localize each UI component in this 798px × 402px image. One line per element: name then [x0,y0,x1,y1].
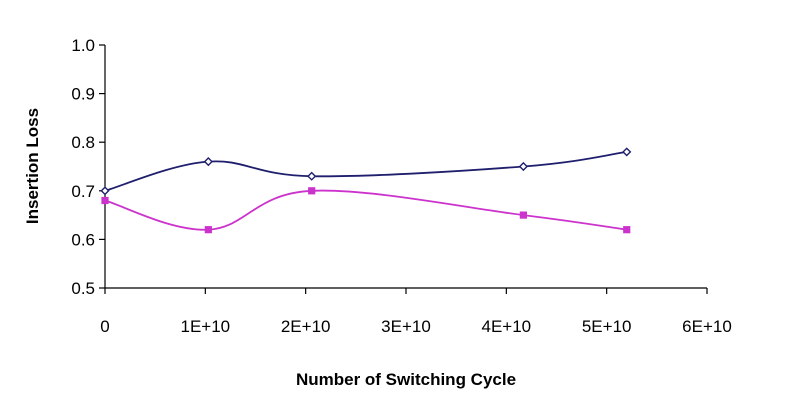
chart-ticks: 0.5 0.6 0.7 0.8 0.9 1.0 0 1E+10 2E+10 3E+10 4E+10 5… [71,36,731,336]
x-tick-label: 5E+10 [582,317,632,336]
x-tick-label: 0 [100,317,109,336]
data-point [100,186,110,196]
series-line-1 [104,151,627,192]
x-axis-title: Number of Switching Cycle [296,370,516,389]
x-tick-label: 1E+10 [181,317,231,336]
data-point [307,171,317,181]
chart-series [100,147,632,234]
y-tick-label: 0.9 [71,85,95,104]
y-tick-label: 0.8 [71,133,95,152]
data-point [622,147,632,157]
y-tick-label: 1.0 [71,36,95,55]
x-tick-label: 2E+10 [281,317,331,336]
data-point [518,161,528,172]
y-tick-label: 0.7 [71,182,95,201]
data-point [623,226,631,234]
data-point [101,196,109,205]
y-axis-title: Insertion Loss [23,108,42,224]
chart-axes [104,45,707,289]
data-point [519,211,527,219]
x-tick-label: 4E+10 [482,317,532,336]
x-tick-label: 6E+10 [682,317,732,336]
series-line-2 [104,189,627,231]
data-point [308,187,316,195]
data-point [203,157,213,167]
y-tick-label: 0.5 [71,279,95,298]
x-tick-label: 3E+10 [381,317,431,336]
y-tick-label: 0.6 [71,230,95,249]
data-point [204,226,212,234]
